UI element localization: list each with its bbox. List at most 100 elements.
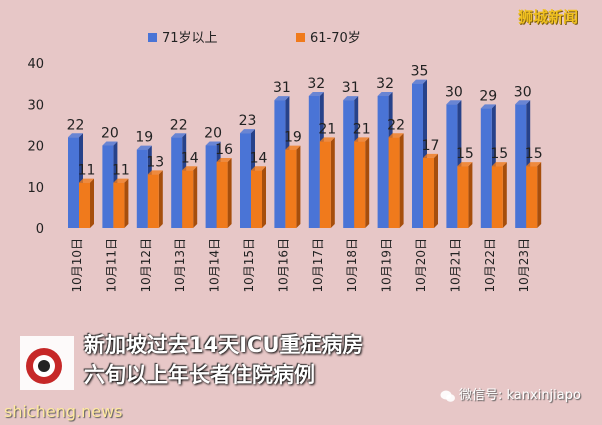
bar-series1 (377, 96, 389, 228)
bar-series2 (457, 166, 469, 228)
bar-top (205, 141, 221, 146)
data-label: 17 (422, 138, 440, 154)
bars: 2211201119132214201623143119322131213222… (67, 64, 543, 228)
site-watermark: shicheng.news (4, 402, 123, 421)
bar-top (354, 137, 370, 142)
x-tick-label: 10月13日 (173, 238, 187, 293)
y-tick-label: 10 (27, 181, 44, 196)
data-label: 15 (456, 146, 474, 162)
bar-series1 (515, 104, 527, 228)
bar-top (480, 104, 496, 109)
bar-series2 (113, 182, 125, 228)
bar-chart: 71岁以上 61-70岁 0 10 20 30 40 22 11 20 11 19 13 22 14 2… (27, 31, 543, 293)
x-axis: 10月10日 10月11日 10月12日 10月13日 10月14日 10月15日 10月1… (70, 238, 531, 293)
data-label: 23 (239, 113, 257, 129)
bar-series2 (79, 182, 90, 228)
bar-series1 (136, 149, 148, 228)
bar-series1 (343, 100, 355, 228)
data-label: 11 (78, 163, 96, 179)
bar-side (124, 178, 129, 228)
x-tick-label: 10月14日 (208, 238, 222, 293)
bar-top (377, 92, 393, 96)
bar-top (423, 153, 438, 158)
data-label: 30 (445, 84, 463, 100)
bar-series1 (102, 145, 114, 228)
data-label: 15 (525, 146, 543, 162)
x-tick-label: 10月10日 (70, 238, 84, 293)
bar-top (274, 96, 290, 101)
bar-top (526, 162, 542, 167)
bar-side (90, 178, 94, 228)
bar-top (319, 137, 335, 142)
bar-series1 (171, 137, 183, 228)
logo-seal-icon (20, 336, 74, 390)
legend-label-series2: 61-70岁 (310, 31, 361, 46)
bar-top (113, 178, 129, 183)
data-label: 21 (318, 121, 336, 137)
x-tick-label: 10月19日 (380, 238, 394, 293)
bar-series1 (446, 104, 458, 228)
bar-series1 (240, 133, 251, 228)
bar-top (491, 162, 507, 167)
bar-side (330, 137, 335, 228)
bar-top (79, 178, 94, 183)
data-label: 32 (376, 76, 394, 92)
bar-top (147, 170, 163, 175)
bar-series2 (491, 166, 503, 228)
data-label: 31 (342, 80, 360, 96)
bar-series2 (319, 141, 331, 228)
bar-top (171, 133, 187, 138)
bar-series2 (251, 170, 262, 228)
bar-side (537, 162, 542, 228)
x-tick-label: 10月16日 (276, 238, 290, 293)
wechat-id-text: 微信号: kanxinjiapo (459, 388, 581, 403)
bar-series1 (480, 108, 492, 228)
data-label: 32 (307, 76, 325, 92)
bar-top (182, 166, 198, 171)
x-tick-label: 10月22日 (483, 238, 497, 293)
bar-series2 (526, 166, 538, 228)
bar-side (193, 166, 198, 228)
data-label: 11 (112, 163, 130, 179)
chart-caption: 新加坡过去14天ICU重症病房 六旬以上年长者住院病例 (84, 330, 364, 390)
wechat-icon (440, 390, 455, 402)
data-label: 20 (101, 126, 119, 142)
brand-logo-text: 狮城新闻 (518, 8, 579, 26)
data-label: 35 (411, 64, 429, 80)
bar-top (388, 133, 404, 138)
legend-swatch-series1 (148, 33, 157, 42)
x-tick-label: 10月11日 (104, 238, 118, 293)
bar-series2 (182, 170, 194, 228)
x-tick-label: 10月20日 (414, 238, 428, 293)
bar-series2 (354, 141, 366, 228)
x-tick-label: 10月21日 (448, 238, 462, 293)
data-label: 30 (514, 84, 532, 100)
data-label: 22 (67, 117, 85, 133)
x-tick-label: 10月17日 (311, 238, 325, 293)
bar-series1 (68, 137, 79, 228)
bar-top (412, 79, 427, 84)
legend-swatch-series2 (296, 33, 305, 42)
bar-series1 (412, 83, 423, 228)
bar-side (296, 145, 301, 228)
bar-top (308, 92, 324, 96)
bar-top (102, 141, 118, 146)
bar-top (457, 162, 473, 167)
x-tick-label: 10月12日 (139, 238, 153, 293)
data-label: 14 (181, 150, 199, 166)
bar-series1 (205, 145, 217, 228)
bar-top (515, 100, 531, 105)
bar-series1 (274, 100, 286, 228)
bar-top (68, 133, 83, 138)
caption-line-2: 六旬以上年长者住院病例 (84, 363, 315, 387)
data-label: 20 (204, 126, 222, 142)
data-label: 15 (490, 146, 508, 162)
bar-top (446, 100, 462, 105)
data-label: 19 (284, 130, 302, 146)
data-label: 31 (273, 80, 291, 96)
data-label: 29 (479, 88, 497, 104)
bar-series2 (285, 149, 297, 228)
x-tick-label: 10月23日 (517, 238, 531, 293)
bar-top (285, 145, 301, 150)
bar-side (399, 133, 404, 228)
